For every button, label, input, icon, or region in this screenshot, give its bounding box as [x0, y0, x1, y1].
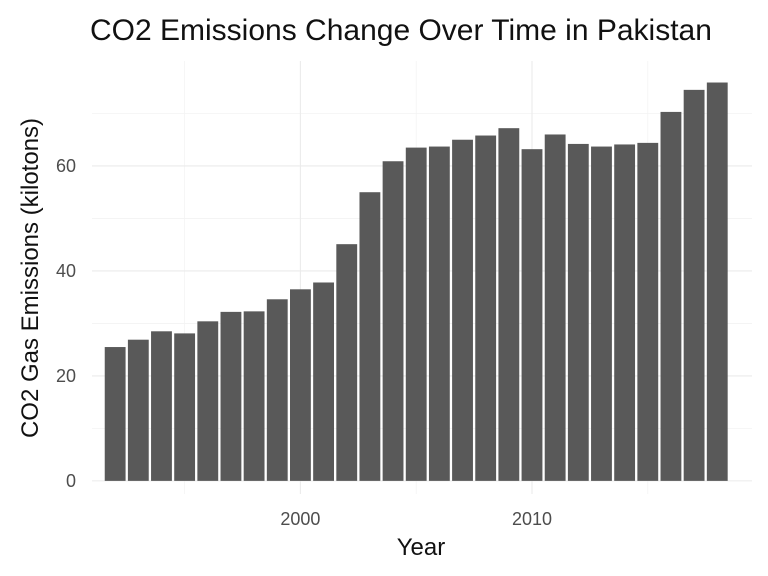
bar-1995: [174, 333, 196, 481]
bar-2005: [405, 147, 427, 481]
bar-1996: [197, 321, 219, 481]
y-axis-title: CO2 Gas Emissions (kilotons): [17, 118, 44, 438]
bar-2000: [290, 289, 311, 481]
bar-2006: [428, 146, 450, 481]
bar-2011: [544, 134, 566, 481]
x-tick-labels: 2000 2010: [280, 509, 552, 529]
bar-1992: [104, 347, 126, 481]
bar-2008: [475, 135, 497, 481]
bar-2009: [498, 128, 520, 481]
bars: [104, 82, 728, 481]
bar-1993: [127, 339, 149, 481]
bar-2014: [614, 144, 636, 481]
bar-1999: [266, 299, 288, 481]
y-tick-label: 40: [56, 261, 76, 281]
bar-2013: [591, 146, 612, 481]
bar-2002: [336, 244, 358, 481]
y-tick-label: 60: [56, 156, 76, 176]
y-tick-label: 20: [56, 366, 76, 386]
bar-2001: [313, 282, 334, 481]
y-tick-labels: 0 20 40 60: [56, 156, 76, 491]
bar-2004: [382, 161, 404, 481]
y-tick-label: 0: [66, 471, 76, 491]
bar-2010: [521, 149, 543, 481]
bar-2007: [452, 139, 473, 481]
chart-title: CO2 Emissions Change Over Time in Pakist…: [90, 14, 712, 47]
bar-2003: [359, 192, 381, 481]
bar-2015: [637, 142, 659, 481]
x-axis-title: Year: [397, 534, 446, 561]
bar-2018: [706, 82, 728, 481]
bar-1997: [220, 311, 242, 481]
bar-2017: [683, 89, 705, 481]
x-tick-label: 2010: [512, 509, 552, 529]
bar-2012: [567, 143, 589, 481]
bar-2016: [660, 111, 682, 481]
bar-1998: [243, 311, 265, 481]
x-tick-label: 2000: [280, 509, 320, 529]
bar-1994: [151, 331, 172, 481]
